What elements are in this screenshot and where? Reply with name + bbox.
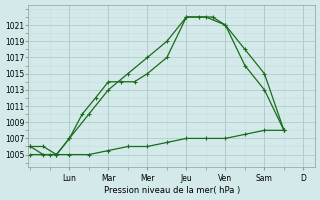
X-axis label: Pression niveau de la mer( hPa ): Pression niveau de la mer( hPa ) (104, 186, 240, 195)
